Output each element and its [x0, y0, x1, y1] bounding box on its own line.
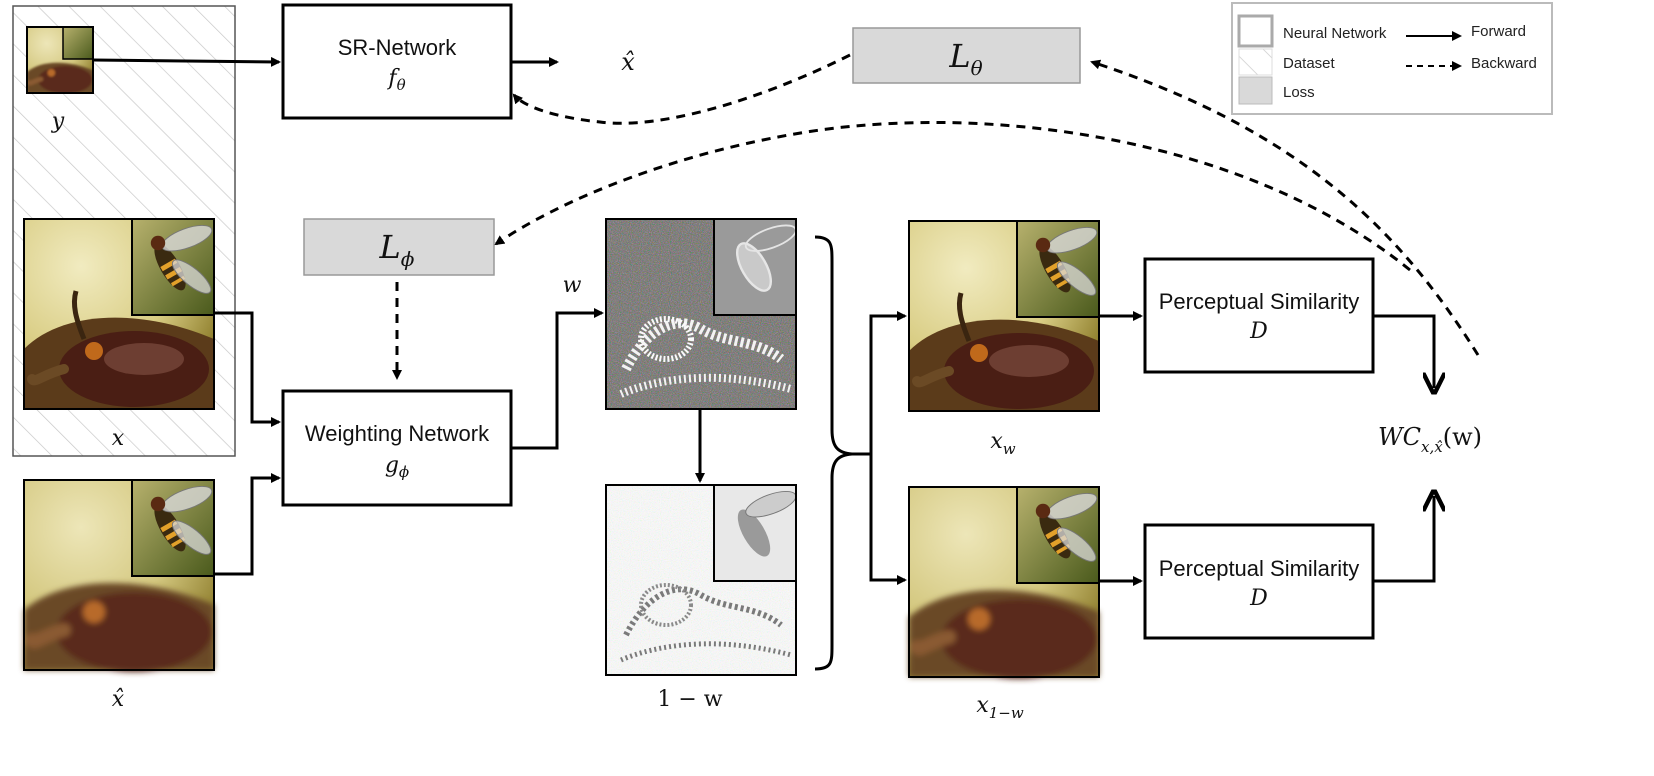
legend-forward: Forward: [1471, 23, 1526, 40]
image-x-hat: [24, 480, 215, 672]
legend: Neural Network Dataset Loss Forward Back…: [1231, 2, 1553, 115]
backward-arrows: [392, 53, 1480, 380]
label-one-minus-w: 1 − w: [657, 687, 722, 712]
legend-swatch-loss: [1238, 76, 1273, 105]
image-y-thumbnail: [26, 26, 94, 94]
weighting-network-symbol: gϕ: [385, 453, 409, 481]
arrow-y-to-sr: [92, 56, 281, 67]
perceptual-top-title: Perceptual Similarity: [1159, 289, 1360, 314]
label-x: x: [112, 426, 125, 451]
label-y: y: [51, 109, 65, 134]
legend-swatch-dataset: [1238, 48, 1273, 76]
perceptual-similarity-top-box: Perceptual Similarity D: [1143, 257, 1375, 374]
legend-dataset: Dataset: [1283, 55, 1336, 72]
perceptual-bottom-title: Perceptual Similarity: [1159, 556, 1360, 581]
label-w: w: [563, 273, 582, 298]
perceptual-similarity-bottom-box: Perceptual Similarity D: [1143, 523, 1375, 640]
weighting-network-title: Weighting Network: [305, 421, 490, 446]
arrow-weighting-to-w: [511, 308, 604, 450]
loss-phi-symbol: Lϕ: [379, 228, 415, 271]
legend-loss: Loss: [1283, 84, 1315, 101]
loss-theta-box: Lθ: [852, 27, 1081, 84]
forward-arrows: [92, 56, 1434, 586]
legend-swatch-neural-network: [1237, 14, 1274, 48]
sr-network-title: SR-Network: [338, 35, 458, 60]
label-x-w: xw: [990, 429, 1015, 458]
loss-theta-symbol: Lθ: [948, 37, 982, 80]
arrow-xhat-to-weighting: [214, 473, 281, 576]
image-w: [606, 219, 799, 409]
label-x-one-minus-w: x1−w: [976, 693, 1024, 722]
arrow-brace-to-xw: [852, 311, 907, 456]
legend-neural-network: Neural Network: [1283, 25, 1387, 42]
legend-backward: Backward: [1471, 55, 1537, 72]
arrow-wc-to-loss-phi: [494, 120, 1411, 272]
arrow-perceptual-top-to-wc: [1373, 314, 1434, 388]
label-wc: WCx,x̂(w): [1378, 423, 1482, 456]
arrow-perceptual-bottom-to-wc: [1373, 496, 1434, 583]
arrow-x-to-weighting: [214, 311, 281, 427]
arrow-loss-theta-to-sr: [512, 53, 851, 125]
arrow-brace-to-x1mw: [869, 454, 907, 585]
image-x-w: [909, 221, 1100, 411]
label-x-hat: x̂: [112, 687, 125, 712]
image-x-one-minus-w: [909, 487, 1100, 679]
perceptual-top-symbol: D: [1249, 319, 1268, 344]
label-x-hat-output: x̂: [621, 48, 635, 76]
loss-phi-box: Lϕ: [303, 218, 495, 276]
perceptual-bottom-symbol: D: [1249, 586, 1268, 611]
image-one-minus-w: [606, 485, 799, 675]
weighting-network-box: Weighting Network gϕ: [281, 389, 513, 507]
sr-network-box: SR-Network fθ: [281, 3, 513, 120]
image-x: [24, 219, 215, 409]
grouping-brace: [814, 235, 853, 671]
